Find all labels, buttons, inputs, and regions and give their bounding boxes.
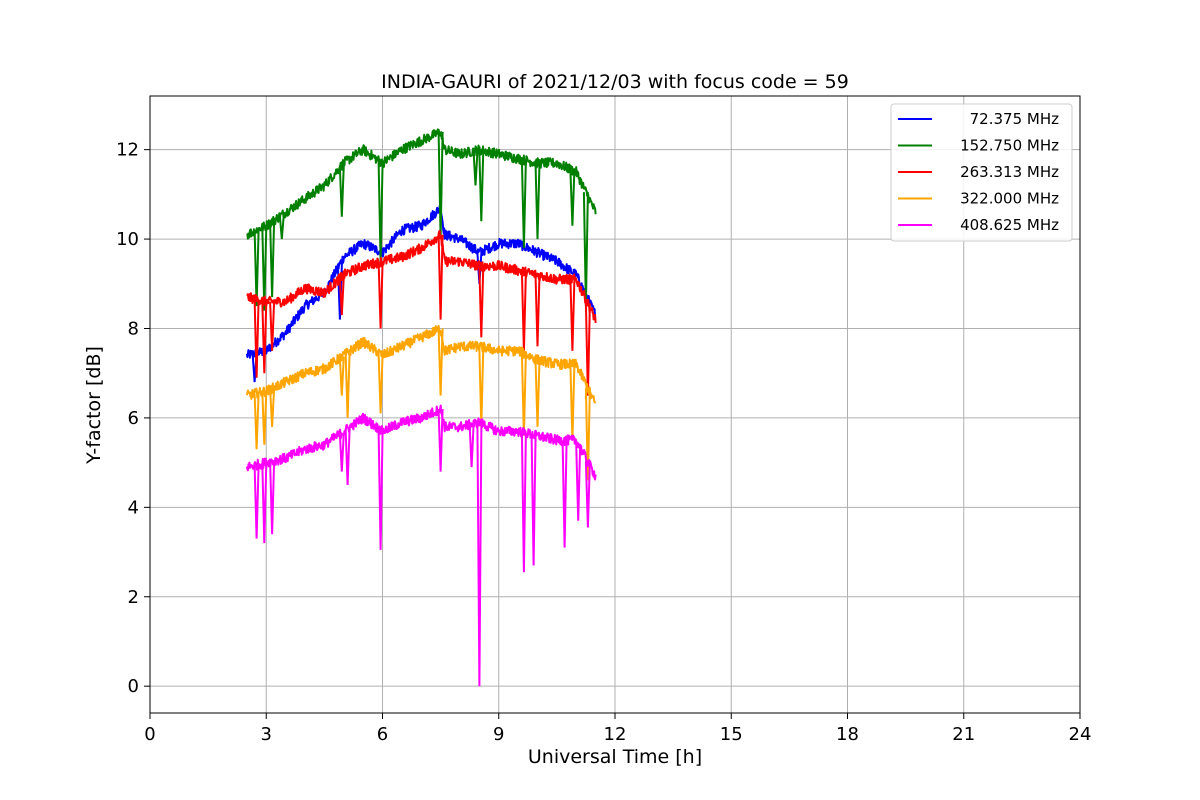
y-tick-label: 4 — [128, 497, 139, 518]
series-spike — [261, 391, 268, 445]
series-spike — [584, 461, 591, 528]
series-spike — [569, 170, 576, 226]
x-tick-label: 0 — [144, 724, 155, 745]
series-spike — [478, 265, 485, 338]
series-4 — [245, 325, 597, 481]
series-spike — [338, 165, 345, 217]
legend-label: 322.000 MHz — [960, 190, 1059, 208]
series-spike — [278, 214, 285, 240]
series-spike — [377, 353, 384, 414]
series-spike — [569, 364, 576, 441]
series-spike — [344, 428, 351, 486]
series-spike — [269, 461, 276, 535]
series-spike — [269, 388, 276, 427]
legend-label: 72.375 MHz — [970, 110, 1059, 128]
series-spike — [338, 432, 345, 472]
series-spike — [261, 226, 268, 311]
x-axis-label: Universal Time [h] — [528, 746, 702, 768]
series-spike — [478, 346, 485, 427]
series-spike — [476, 422, 483, 687]
x-tick-label: 3 — [261, 724, 272, 745]
series-line — [245, 404, 597, 481]
legend-box — [890, 103, 1073, 242]
y-tick-label: 0 — [128, 676, 139, 697]
legend-label: 263.313 MHz — [960, 163, 1059, 181]
series-spike — [468, 424, 475, 468]
y-tick-label: 8 — [128, 318, 139, 339]
y-tick-label: 10 — [116, 229, 139, 250]
series-spike — [472, 150, 479, 186]
legend: 72.375 MHz 152.750 MHz 263.313 MHz 322.000 … — [890, 103, 1073, 242]
series-spike — [269, 221, 276, 298]
y-tick-label: 12 — [116, 140, 139, 161]
series-line — [245, 325, 597, 404]
series-spike — [253, 230, 260, 307]
series-spike — [534, 274, 541, 347]
legend-label: 408.625 MHz — [960, 216, 1059, 234]
series-5 — [245, 404, 597, 687]
series-spike — [575, 443, 582, 521]
x-tick-label: 15 — [720, 724, 743, 745]
series-spike — [534, 163, 541, 240]
series-spike — [530, 434, 537, 566]
series-spike — [344, 352, 351, 418]
series-spike — [569, 279, 576, 351]
y-tick-label: 6 — [128, 408, 139, 429]
series-spike — [520, 159, 527, 249]
series-spike — [437, 234, 444, 320]
x-tick-label: 24 — [1069, 724, 1092, 745]
series-3 — [246, 229, 597, 396]
series-spike — [253, 464, 260, 539]
series-spike — [253, 393, 260, 450]
series-spike — [261, 301, 268, 374]
series-spike — [437, 328, 444, 396]
y-tick-label: 2 — [128, 587, 139, 608]
series-spike — [478, 150, 485, 222]
series-group — [245, 128, 597, 687]
legend-items: 72.375 MHz 152.750 MHz 263.313 MHz 322.000 … — [898, 110, 1059, 234]
series-spike — [377, 261, 384, 329]
series-spike — [437, 408, 444, 472]
series-spike — [520, 432, 527, 573]
grid-lines — [149, 96, 1081, 713]
x-tick-label: 12 — [604, 724, 627, 745]
x-tick-label: 6 — [377, 724, 388, 745]
series-2 — [246, 128, 597, 311]
x-tick-label: 21 — [952, 724, 975, 745]
series-spike — [338, 276, 345, 316]
x-tick-label: 9 — [493, 724, 504, 745]
series-spike — [253, 299, 260, 378]
series-spike — [377, 429, 384, 550]
series-spike — [584, 388, 591, 481]
series-spike — [584, 303, 591, 396]
series-spike — [338, 356, 345, 396]
series-spike — [520, 353, 527, 436]
x-tick-label: 18 — [836, 724, 859, 745]
series-spike — [561, 440, 568, 548]
series-spike — [534, 359, 541, 427]
series-spike — [520, 271, 527, 351]
y-axis-label: Y-factor [dB] — [83, 346, 105, 465]
series-spike — [261, 463, 268, 544]
series-line — [246, 128, 597, 240]
chart-title: INDIA-GAURI of 2021/12/03 with focus cod… — [381, 71, 849, 93]
series-line — [246, 229, 597, 323]
series-spike — [269, 301, 276, 351]
series-line — [245, 204, 597, 359]
legend-label: 152.750 MHz — [960, 137, 1059, 155]
